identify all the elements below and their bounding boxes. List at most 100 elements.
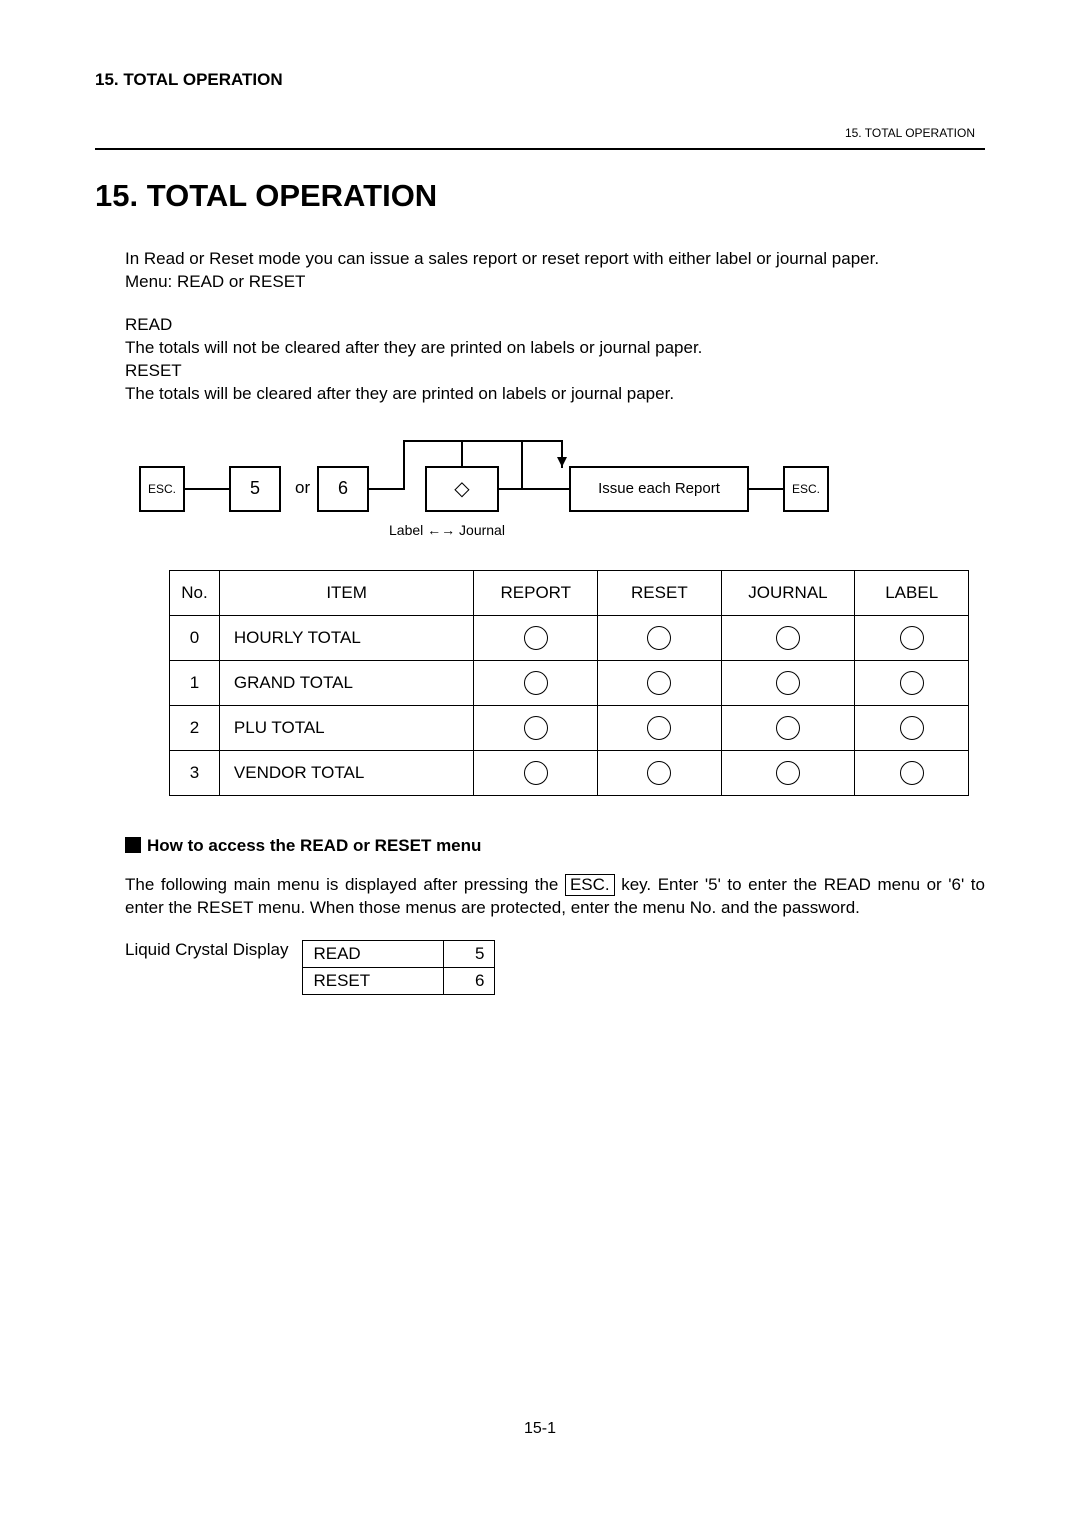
lcd-table-row: READ 5 (303, 940, 495, 967)
access-paragraph: The following main menu is displayed aft… (125, 874, 985, 920)
circle-icon (900, 716, 924, 740)
circle-icon (647, 716, 671, 740)
flow-line (561, 440, 563, 468)
cell-mark (598, 705, 721, 750)
cell-item: VENDOR TOTAL (219, 750, 473, 795)
cell-no: 1 (170, 660, 220, 705)
diamond-icon: ◇ (454, 476, 469, 501)
flow-box-diamond: ◇ (425, 466, 499, 512)
flow-branch-top (403, 440, 523, 442)
circle-icon (776, 626, 800, 650)
circle-icon (776, 761, 800, 785)
cell-mark (855, 660, 969, 705)
esc-key-label: ESC. (565, 874, 615, 896)
header-rule (95, 148, 985, 150)
circle-icon (776, 671, 800, 695)
flow-sublabel: Label ←→ Journal (389, 522, 505, 538)
col-no: No. (170, 570, 220, 615)
cell-mark (474, 615, 598, 660)
read-heading: READ (125, 315, 172, 334)
flow-line (369, 488, 403, 490)
intro-paragraph: In Read or Reset mode you can issue a sa… (125, 248, 985, 294)
flow-line (185, 488, 229, 490)
cell-item: HOURLY TOTAL (219, 615, 473, 660)
circle-icon (900, 761, 924, 785)
flow-branch-left (403, 440, 405, 490)
table-row: 1 GRAND TOTAL (170, 660, 969, 705)
circle-icon (647, 761, 671, 785)
col-reset: RESET (598, 570, 721, 615)
table-row: 3 VENDOR TOTAL (170, 750, 969, 795)
col-label: LABEL (855, 570, 969, 615)
header-right-small: 15. TOTAL OPERATION (95, 126, 975, 140)
circle-icon (647, 671, 671, 695)
cell-item: PLU TOTAL (219, 705, 473, 750)
circle-icon (524, 716, 548, 740)
reset-heading: RESET (125, 361, 182, 380)
read-body: The totals will not be cleared after the… (125, 338, 702, 357)
cell-no: 2 (170, 705, 220, 750)
cell-mark (598, 750, 721, 795)
section-heading-text: How to access the READ or RESET menu (147, 836, 481, 855)
intro-line1: In Read or Reset mode you can issue a sa… (125, 249, 879, 268)
flow-box-issue: Issue each Report (569, 466, 749, 512)
cell-mark (721, 660, 855, 705)
col-report: REPORT (474, 570, 598, 615)
page-number: 15-1 (0, 1420, 1080, 1438)
reset-body: The totals will be cleared after they ar… (125, 384, 674, 403)
table-row: 0 HOURLY TOTAL (170, 615, 969, 660)
cell-mark (474, 750, 598, 795)
cell-no: 3 (170, 750, 220, 795)
access-pre: The following main menu is displayed aft… (125, 875, 565, 894)
flow-box-5: 5 (229, 466, 281, 512)
cell-mark (855, 705, 969, 750)
lcd-cell-value: 5 (444, 940, 495, 967)
flow-diagram: ESC. 5 or 6 ◇ Issue each Report (139, 430, 1039, 550)
lcd-cell-value: 6 (444, 967, 495, 994)
circle-icon (524, 761, 548, 785)
flow-line (499, 488, 569, 490)
col-journal: JOURNAL (721, 570, 855, 615)
flow-branch-mid (461, 440, 463, 467)
cell-mark (598, 660, 721, 705)
cell-mark (855, 750, 969, 795)
circle-icon (647, 626, 671, 650)
square-bullet-icon (125, 837, 141, 853)
col-item: ITEM (219, 570, 473, 615)
cell-mark (598, 615, 721, 660)
breadcrumb: 15. TOTAL OPERATION (95, 70, 985, 90)
cell-mark (721, 750, 855, 795)
lcd-label: Liquid Crystal Display (125, 940, 288, 960)
cell-mark (721, 615, 855, 660)
cell-mark (474, 705, 598, 750)
section-heading: How to access the READ or RESET menu (125, 836, 985, 856)
lcd-cell-label: READ (303, 940, 444, 967)
flow-box-esc-start: ESC. (139, 466, 185, 512)
table-header-row: No. ITEM REPORT RESET JOURNAL LABEL (170, 570, 969, 615)
flow-line (523, 440, 563, 442)
circle-icon (900, 671, 924, 695)
mode-descriptions: READ The totals will not be cleared afte… (125, 314, 985, 406)
cell-mark (855, 615, 969, 660)
intro-line2: Menu: READ or RESET (125, 272, 305, 291)
flow-or-text: or (287, 478, 318, 498)
cell-no: 0 (170, 615, 220, 660)
lcd-table-row: RESET 6 (303, 967, 495, 994)
lcd-row: Liquid Crystal Display READ 5 RESET 6 (125, 940, 985, 995)
lcd-table: READ 5 RESET 6 (302, 940, 495, 995)
flow-line (749, 488, 783, 490)
flow-box-esc-end: ESC. (783, 466, 829, 512)
cell-mark (474, 660, 598, 705)
table-row: 2 PLU TOTAL (170, 705, 969, 750)
lcd-cell-label: RESET (303, 967, 444, 994)
circle-icon (900, 626, 924, 650)
circle-icon (524, 671, 548, 695)
flow-box-6: 6 (317, 466, 369, 512)
report-table: No. ITEM REPORT RESET JOURNAL LABEL 0 HO… (169, 570, 969, 796)
cell-mark (721, 705, 855, 750)
circle-icon (524, 626, 548, 650)
flow-branch-right (521, 440, 523, 490)
cell-item: GRAND TOTAL (219, 660, 473, 705)
circle-icon (776, 716, 800, 740)
page-title: 15. TOTAL OPERATION (95, 178, 985, 214)
